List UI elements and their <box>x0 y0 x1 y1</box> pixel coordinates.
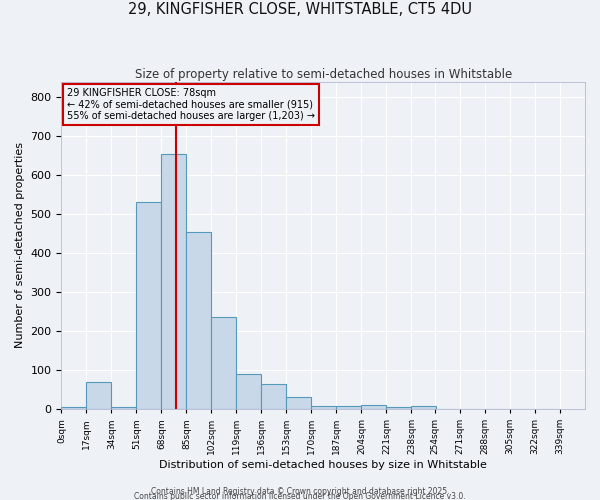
Bar <box>361 405 386 409</box>
Bar <box>211 316 236 409</box>
Bar <box>61 407 86 409</box>
Bar <box>136 202 161 409</box>
Text: Contains HM Land Registry data © Crown copyright and database right 2025.: Contains HM Land Registry data © Crown c… <box>151 486 449 496</box>
Bar <box>236 374 262 409</box>
Bar <box>412 406 436 409</box>
Bar <box>262 384 286 409</box>
Text: 29, KINGFISHER CLOSE, WHITSTABLE, CT5 4DU: 29, KINGFISHER CLOSE, WHITSTABLE, CT5 4D… <box>128 2 472 18</box>
Bar <box>187 232 211 409</box>
Bar <box>161 154 187 409</box>
Text: 29 KINGFISHER CLOSE: 78sqm
← 42% of semi-detached houses are smaller (915)
55% o: 29 KINGFISHER CLOSE: 78sqm ← 42% of semi… <box>67 88 314 122</box>
Text: Contains public sector information licensed under the Open Government Licence v3: Contains public sector information licen… <box>134 492 466 500</box>
Bar <box>112 407 136 409</box>
Bar <box>286 398 311 409</box>
Bar <box>311 406 337 409</box>
Bar <box>86 382 112 409</box>
X-axis label: Distribution of semi-detached houses by size in Whitstable: Distribution of semi-detached houses by … <box>159 460 487 470</box>
Title: Size of property relative to semi-detached houses in Whitstable: Size of property relative to semi-detach… <box>134 68 512 80</box>
Bar <box>337 406 361 409</box>
Y-axis label: Number of semi-detached properties: Number of semi-detached properties <box>15 142 25 348</box>
Bar <box>386 407 412 409</box>
